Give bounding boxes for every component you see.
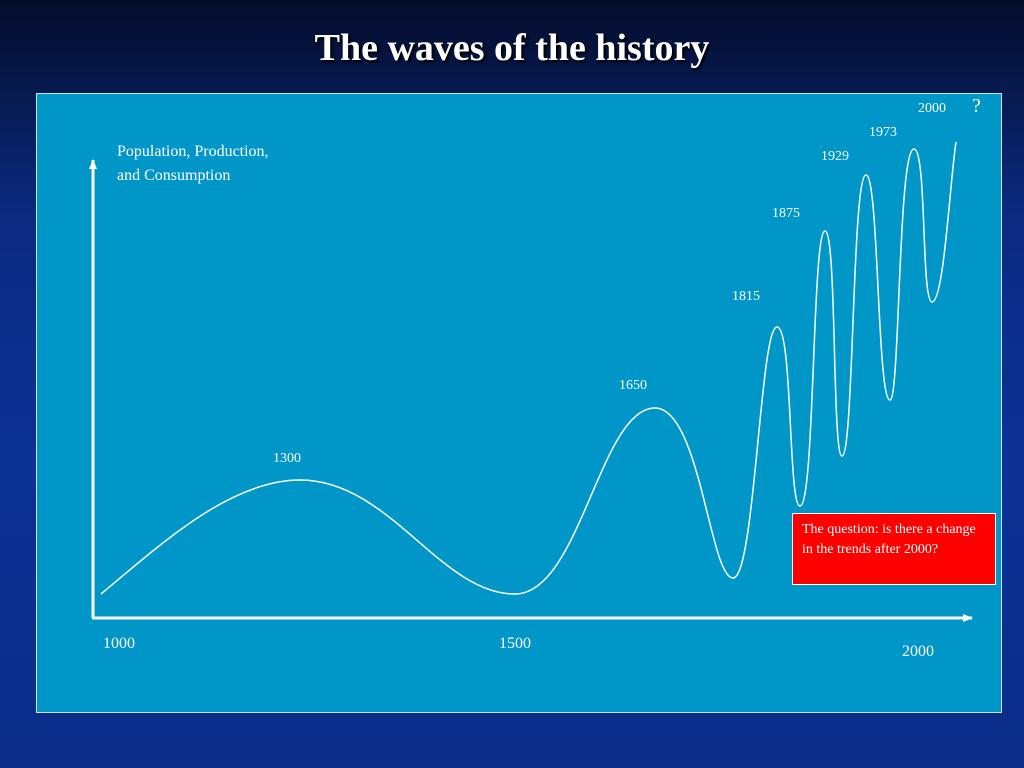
peak-label-1973: 1973 — [869, 125, 897, 140]
x-tick-1500: 1500 — [499, 635, 531, 652]
history-wave-curve — [100, 141, 957, 595]
x-tick-1000: 1000 — [103, 635, 135, 652]
y-axis-label: Population, Production, and Consumption — [117, 143, 269, 184]
diagram-panel — [36, 93, 1002, 713]
peak-label-2000: 2000 — [918, 101, 946, 116]
peak-label-1300: 1300 — [273, 451, 301, 466]
peak-label-1875: 1875 — [772, 206, 800, 221]
x-tick-2000: 2000 — [902, 643, 934, 660]
peak-label-1815: 1815 — [732, 289, 760, 304]
question-callout: The question: is there a change in the t… — [792, 513, 996, 585]
peak-label-1929: 1929 — [821, 149, 849, 164]
peak-label-1650: 1650 — [619, 378, 647, 393]
question-mark: ? — [972, 95, 981, 117]
slide-title: The waves of the history — [314, 27, 710, 69]
